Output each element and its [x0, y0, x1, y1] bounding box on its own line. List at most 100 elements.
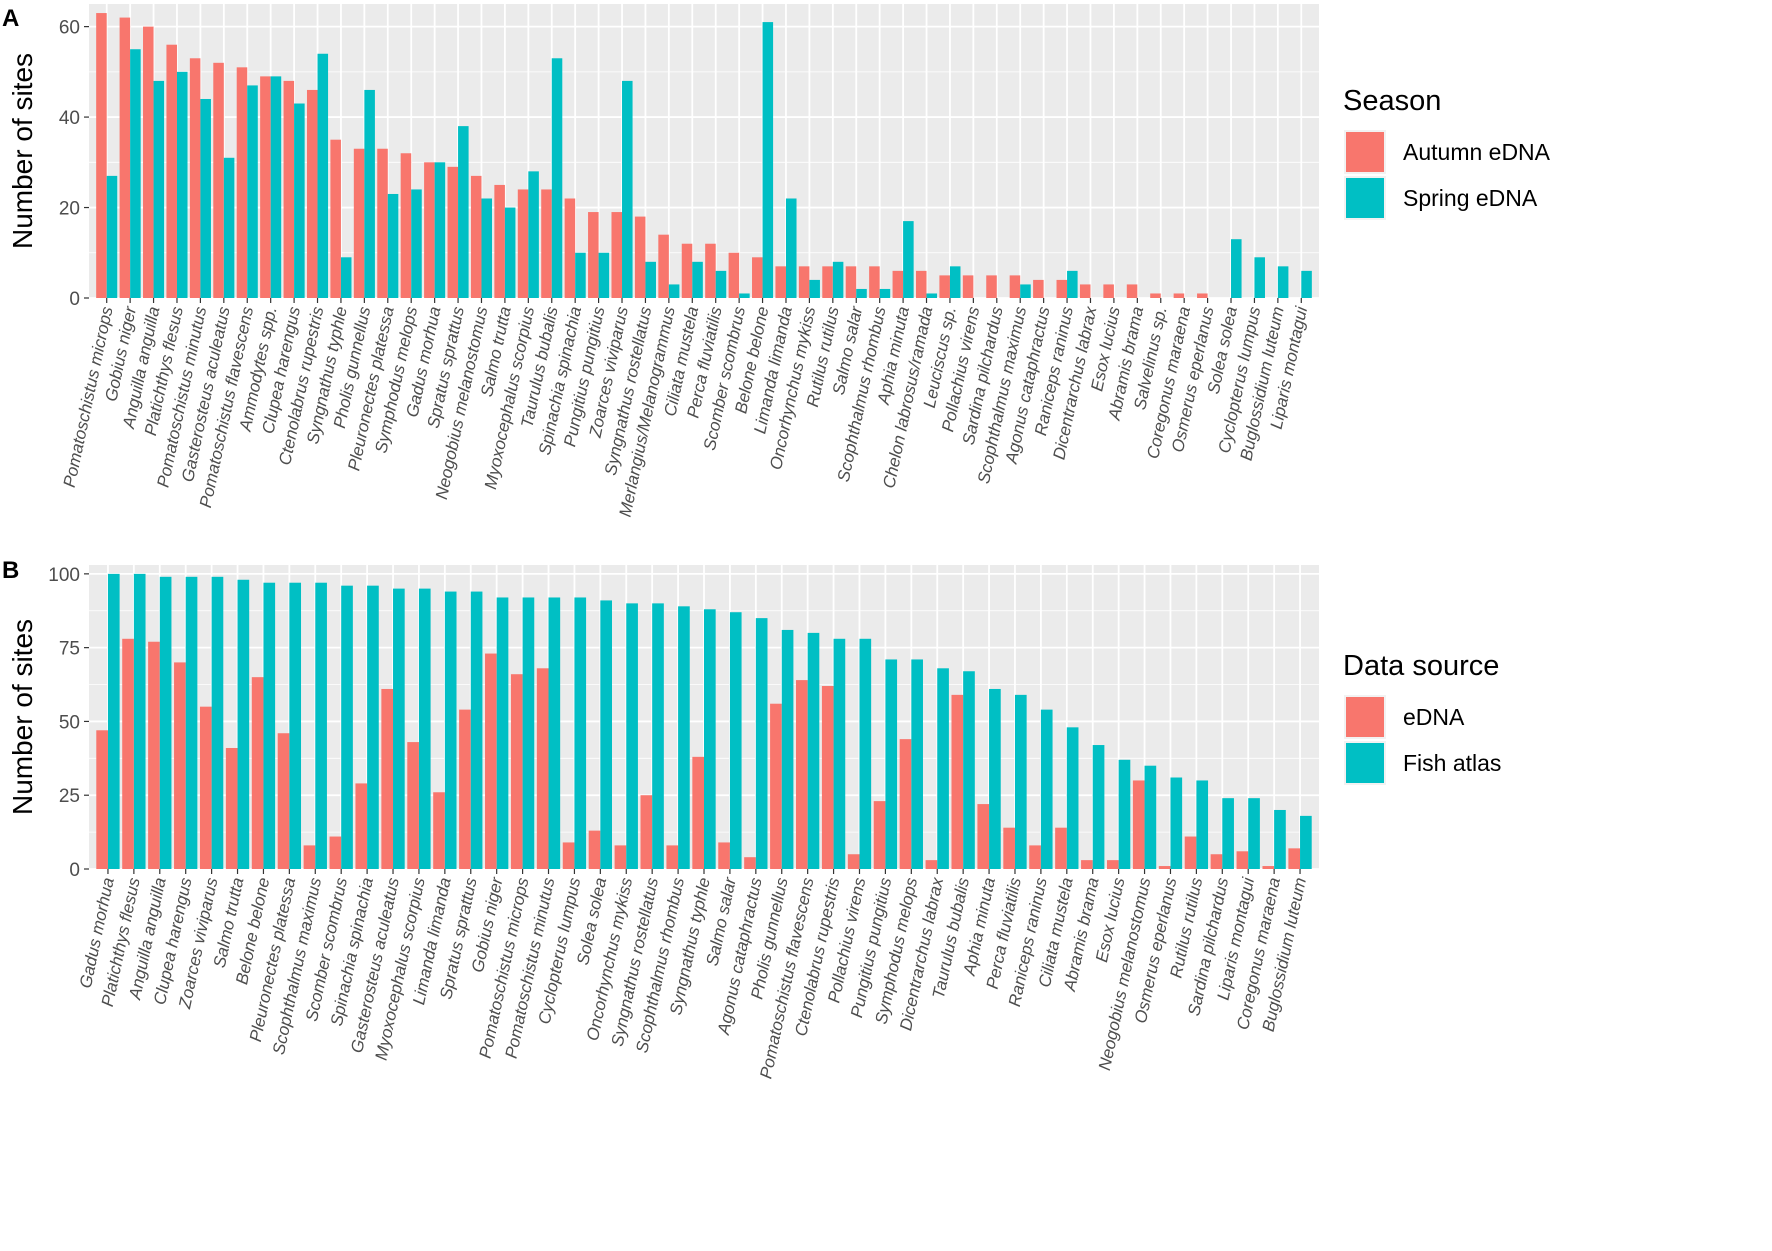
- panel-tag: A: [2, 5, 19, 32]
- legend: Data source eDNA Fish atlas: [1343, 650, 1501, 785]
- legend-label: Spring eDNA: [1403, 185, 1538, 211]
- bar-series1: [611, 212, 623, 298]
- bar-series1: [744, 857, 756, 869]
- bar-series2: [652, 603, 664, 869]
- bar-series2: [937, 668, 949, 869]
- bar-series2: [548, 597, 561, 869]
- bar-series1: [355, 783, 368, 869]
- bar-series1: [915, 270, 927, 298]
- bar-series2: [622, 80, 633, 299]
- bar-series1: [869, 266, 880, 298]
- bar-series2: [1170, 777, 1183, 869]
- bar-series2: [626, 603, 638, 869]
- bar-series2: [989, 688, 1001, 869]
- bar-series1: [1262, 866, 1275, 869]
- bar-series1: [1288, 848, 1301, 869]
- bar-series1: [705, 243, 716, 298]
- bar-series2: [237, 579, 250, 869]
- bar-series2: [600, 600, 613, 869]
- bar-series1: [845, 266, 857, 298]
- bar-series1: [148, 641, 160, 869]
- bar-series1: [821, 686, 834, 869]
- bar-series1: [470, 175, 482, 298]
- bar-series2: [340, 257, 352, 298]
- bar-series1: [1009, 275, 1021, 298]
- bar-series1: [447, 166, 459, 298]
- bar-series2: [832, 261, 844, 298]
- bar-series2: [781, 629, 794, 869]
- bar-series2: [1067, 270, 1078, 298]
- bar-series1: [225, 747, 238, 869]
- bar-series2: [341, 585, 353, 869]
- bar-series1: [166, 44, 177, 299]
- bar-series2: [200, 98, 211, 298]
- bar-series1: [775, 266, 786, 298]
- bar-series1: [213, 62, 224, 298]
- bar-series2: [645, 261, 656, 298]
- bar-series1: [873, 801, 886, 869]
- bar-series1: [692, 756, 704, 869]
- bar-series2: [755, 618, 768, 869]
- bar-series2: [785, 198, 797, 298]
- bar-series2: [1092, 745, 1105, 869]
- bar-series2: [159, 576, 172, 869]
- bar-series2: [176, 71, 188, 298]
- bar-series2: [434, 162, 446, 298]
- y-tick-label: 75: [59, 639, 80, 660]
- bar-series2: [1020, 284, 1031, 298]
- legend-label: eDNA: [1403, 704, 1465, 730]
- bar-series1: [822, 266, 833, 298]
- bar-series1: [541, 189, 552, 298]
- bar-series1: [1103, 284, 1114, 298]
- bar-series2: [470, 591, 483, 869]
- bar-series2: [481, 198, 493, 298]
- bar-series2: [903, 221, 914, 298]
- bar-series1: [798, 266, 810, 298]
- y-axis-title: Number of sites: [7, 619, 38, 815]
- bar-series1: [277, 733, 290, 869]
- y-tick-label: 25: [59, 786, 80, 807]
- bar-series2: [107, 573, 120, 869]
- bar-series2: [856, 288, 867, 298]
- bar-series1: [199, 706, 212, 869]
- bar-series1: [977, 804, 990, 869]
- bar-series1: [381, 688, 394, 869]
- bar-series2: [598, 252, 610, 298]
- panel-tag: B: [2, 557, 19, 584]
- bar-series2: [1118, 759, 1131, 869]
- bar-series1: [122, 638, 134, 869]
- legend-swatch: [1346, 178, 1384, 218]
- y-tick-label: 0: [69, 289, 80, 310]
- bar-series1: [330, 139, 341, 298]
- bar-series1: [459, 709, 471, 869]
- bar-series1: [1173, 293, 1185, 298]
- bar-series2: [1248, 798, 1260, 869]
- bar-series1: [494, 184, 505, 298]
- bar-series2: [106, 175, 118, 298]
- bar-series1: [925, 860, 938, 869]
- bar-series2: [289, 582, 302, 869]
- bar-series2: [315, 582, 327, 869]
- y-tick-label: 0: [69, 860, 80, 881]
- bar-series2: [153, 80, 165, 299]
- bar-series2: [393, 588, 405, 869]
- bar-series1: [962, 275, 974, 298]
- legend-swatch: [1346, 132, 1384, 172]
- bar-series1: [562, 842, 575, 869]
- bar-series2: [294, 103, 305, 298]
- bar-series2: [885, 659, 898, 869]
- bar-series2: [1014, 694, 1027, 869]
- bar-series1: [634, 216, 646, 298]
- bar-series2: [496, 597, 509, 869]
- bar-series2: [1274, 809, 1286, 869]
- bar-series1: [718, 842, 730, 869]
- bar-series2: [1277, 266, 1289, 298]
- bar-series1: [681, 243, 693, 298]
- legend-swatch: [1346, 743, 1384, 783]
- bar-series1: [1150, 293, 1161, 298]
- bar-series2: [387, 193, 399, 298]
- bar-series2: [879, 288, 891, 298]
- bar-series1: [1197, 293, 1208, 298]
- bar-series2: [522, 597, 535, 869]
